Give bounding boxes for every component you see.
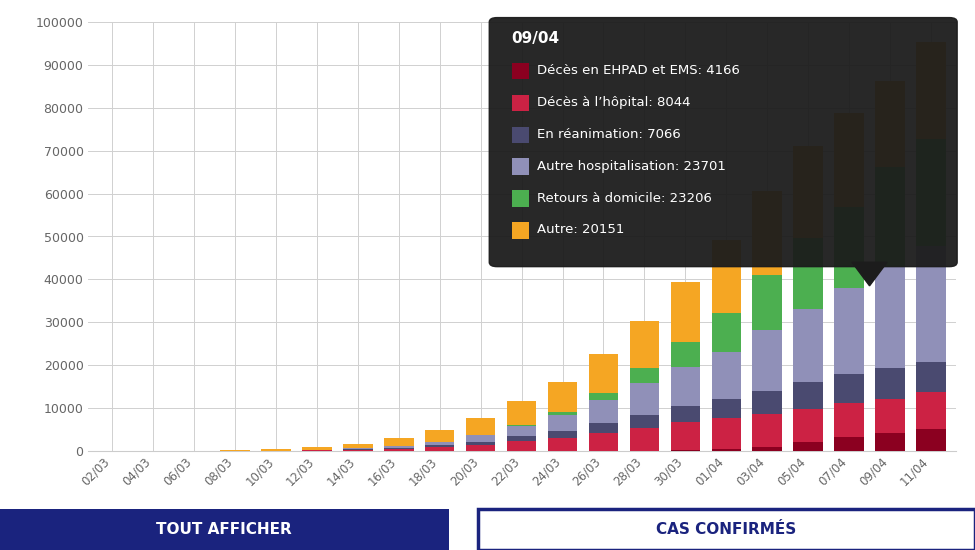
Bar (425, 447, 454, 451)
Bar (466, 442, 495, 444)
Bar (630, 383, 659, 415)
Bar (835, 374, 864, 403)
Bar (876, 368, 905, 399)
Bar (794, 382, 823, 409)
Bar (466, 418, 495, 435)
Text: 09/04: 09/04 (512, 31, 560, 46)
Bar (794, 409, 823, 442)
Bar (753, 414, 782, 447)
Bar (425, 430, 454, 442)
Bar (876, 81, 905, 167)
Bar (302, 447, 332, 450)
Bar (589, 432, 618, 451)
Bar (835, 113, 864, 207)
Bar (343, 444, 372, 448)
Bar (753, 274, 782, 331)
Bar (916, 42, 946, 139)
Bar (712, 419, 741, 449)
Bar (384, 438, 413, 446)
Bar (425, 442, 454, 446)
Bar (589, 393, 618, 399)
Bar (507, 441, 536, 451)
Bar (507, 426, 536, 436)
Text: Autre hospitalisation: 23701: Autre hospitalisation: 23701 (537, 160, 726, 173)
Bar (507, 436, 536, 441)
Bar (671, 342, 700, 367)
Text: CAS CONFIRMÉS: CAS CONFIRMÉS (656, 522, 797, 537)
Bar (876, 399, 905, 433)
Bar (425, 446, 454, 447)
Bar (630, 415, 659, 428)
Text: Retours à domicile: 23206: Retours à domicile: 23206 (537, 191, 712, 205)
Bar (712, 449, 741, 451)
Bar (507, 402, 536, 425)
Bar (753, 331, 782, 390)
Text: Décès à l’hôpital: 8044: Décès à l’hôpital: 8044 (537, 96, 690, 109)
Bar (835, 403, 864, 437)
Bar (466, 435, 495, 442)
Bar (548, 438, 577, 451)
Bar (753, 447, 782, 451)
Bar (916, 362, 946, 392)
Bar (548, 382, 577, 412)
Text: Autre: 20151: Autre: 20151 (537, 223, 624, 236)
Bar (916, 139, 946, 246)
Text: Décès en EHPAD et EMS: 4166: Décès en EHPAD et EMS: 4166 (537, 64, 740, 77)
Bar (671, 406, 700, 422)
Bar (794, 442, 823, 451)
Bar (466, 444, 495, 451)
Bar (384, 449, 413, 451)
Bar (548, 415, 577, 431)
Bar (220, 450, 250, 451)
Bar (671, 422, 700, 450)
Bar (794, 238, 823, 309)
Bar (343, 448, 372, 449)
Bar (261, 449, 291, 451)
Bar (712, 314, 741, 352)
Bar (548, 412, 577, 415)
Bar (671, 450, 700, 451)
Bar (630, 428, 659, 451)
Bar (794, 309, 823, 382)
Bar (384, 446, 413, 448)
Bar (589, 399, 618, 423)
Bar (671, 282, 700, 342)
Bar (916, 428, 946, 451)
Bar (671, 367, 700, 406)
Bar (343, 450, 372, 451)
Bar (876, 267, 905, 368)
Text: En réanimation: 7066: En réanimation: 7066 (537, 128, 681, 141)
Bar (712, 352, 741, 399)
Bar (876, 433, 905, 451)
Bar (712, 240, 741, 314)
Bar (589, 423, 618, 432)
Bar (712, 399, 741, 419)
Bar (794, 146, 823, 238)
Bar (507, 425, 536, 426)
Bar (916, 246, 946, 362)
Bar (753, 191, 782, 274)
Text: TOUT AFFICHER: TOUT AFFICHER (156, 522, 292, 537)
Bar (630, 321, 659, 368)
Bar (384, 448, 413, 449)
Bar (835, 288, 864, 374)
Bar (916, 392, 946, 428)
Bar (835, 207, 864, 288)
Bar (753, 390, 782, 414)
Bar (630, 368, 659, 383)
Bar (302, 450, 332, 451)
Bar (876, 167, 905, 267)
Bar (548, 431, 577, 438)
Bar (589, 354, 618, 393)
Bar (835, 437, 864, 451)
